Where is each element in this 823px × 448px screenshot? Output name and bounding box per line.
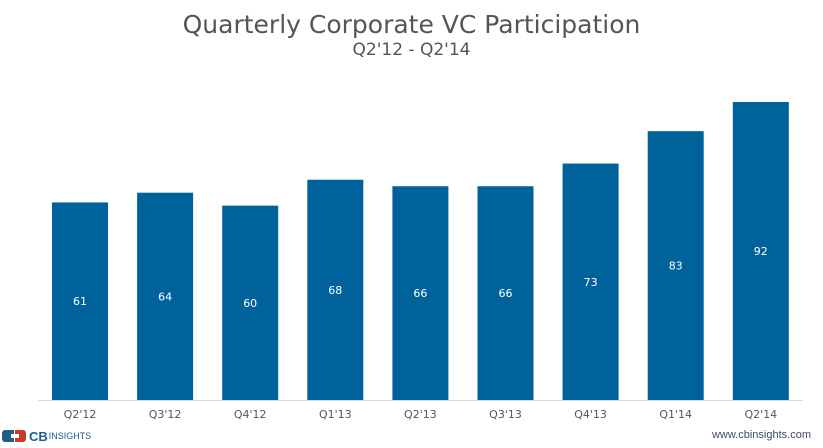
data-label: 92 [754, 245, 768, 258]
bar-Q4'13 [562, 163, 619, 400]
data-label: 64 [158, 290, 172, 303]
chart-title: Quarterly Corporate VC Participation [182, 10, 641, 39]
bar-Q3'13 [477, 186, 534, 400]
data-label: 68 [328, 284, 342, 297]
chart-subtitle: Q2'12 - Q2'14 [352, 40, 471, 60]
logo-text-insights: INSIGHTS [48, 431, 92, 441]
x-tick-label: Q2'14 [744, 408, 777, 421]
x-tick-label: Q2'13 [404, 408, 437, 421]
x-tick-label: Q2'12 [64, 408, 97, 421]
data-label: 60 [243, 297, 257, 310]
cb-logo-icon [2, 430, 26, 442]
data-label: 66 [413, 287, 427, 300]
logo-text-cb: CB [29, 428, 48, 444]
bar-Q3'12 [137, 192, 194, 400]
cb-insights-logo: CB INSIGHTS [2, 428, 92, 444]
bars-group: 61 64 60 68 66 66 73 83 92 [52, 102, 789, 401]
bar-Q2'12 [52, 202, 108, 400]
x-tick-label: Q4'12 [234, 408, 267, 421]
x-tick-label: Q4'13 [574, 408, 607, 421]
bar-Q4'12 [222, 205, 279, 400]
footer-url: www.cbinsights.com [711, 429, 811, 441]
bar-Q1'13 [307, 179, 364, 400]
bar-Q2'14 [732, 102, 789, 400]
bar-Q2'13 [392, 186, 449, 400]
x-tick-label: Q1'14 [659, 408, 692, 421]
data-label: 83 [669, 260, 683, 273]
bar-Q1'14 [647, 131, 704, 401]
data-label: 66 [499, 287, 513, 300]
x-tick-label: Q3'12 [149, 408, 182, 421]
x-tick-label: Q3'13 [489, 408, 522, 421]
data-label: 61 [73, 295, 87, 308]
data-label: 73 [584, 276, 598, 289]
x-tick-labels: Q2'12 Q3'12 Q4'12 Q1'13 Q2'13 Q3'13 Q4'13 Q1'14… [64, 408, 777, 421]
x-tick-label: Q1'13 [319, 408, 352, 421]
